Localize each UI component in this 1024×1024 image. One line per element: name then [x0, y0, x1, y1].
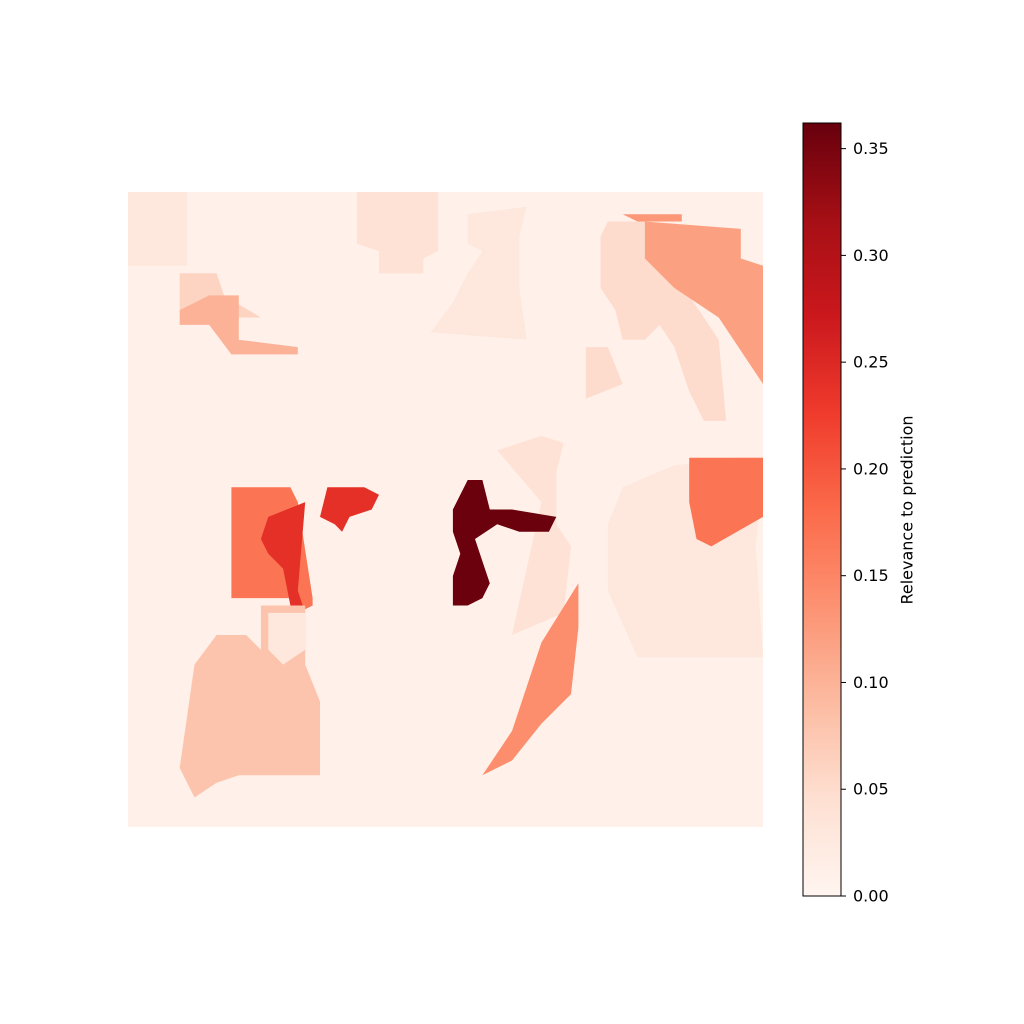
- colorbar-ticks: 0.00 0.05 0.10 0.15 0.20 0.25 0.30 0.35: [841, 139, 889, 906]
- heatmap-region-8: [644, 221, 763, 384]
- heatmap-region-19: [482, 583, 579, 776]
- colorbar-tick-label: 0.05: [853, 780, 889, 799]
- heatmap-region-10: [585, 347, 623, 399]
- heatmap-region-6: [231, 339, 298, 355]
- colorbar-tick-label: 0.25: [853, 353, 889, 372]
- colorbar: 0.00 0.05 0.10 0.15 0.20 0.25 0.30 0.35 Relevan…: [802, 122, 917, 906]
- colorbar-tick-label: 0.10: [853, 673, 889, 692]
- colorbar-gradient: [803, 123, 841, 896]
- colorbar-tick-label: 0.15: [853, 566, 889, 585]
- heatmap-region-9: [622, 214, 682, 222]
- colorbar-tick-label: 0.30: [853, 246, 889, 265]
- heatmap-region-3: [430, 206, 527, 340]
- colorbar-tick-label: 0.35: [853, 139, 889, 158]
- heatmap-region-21: [268, 612, 306, 665]
- heatmap-region-17: [320, 487, 379, 532]
- heatmap: [128, 192, 763, 827]
- heatmap-regions: [128, 192, 763, 798]
- heatmap-region-1: [128, 192, 188, 266]
- colorbar-frame: [802, 122, 842, 897]
- heatmap-region-14: [689, 457, 763, 547]
- heatmap-region-18: [452, 480, 557, 606]
- heatmap-region-5: [179, 295, 239, 355]
- colorbar-tick-label: 0.00: [853, 887, 889, 906]
- heatmap-region-11: [497, 435, 571, 635]
- heatmap-region-16: [260, 502, 306, 613]
- colorbar-tick-label: 0.20: [853, 459, 889, 478]
- heatmap-region-2: [356, 192, 439, 274]
- colorbar-label: Relevance to prediction: [898, 415, 917, 604]
- heatmap-region-7: [600, 221, 727, 421]
